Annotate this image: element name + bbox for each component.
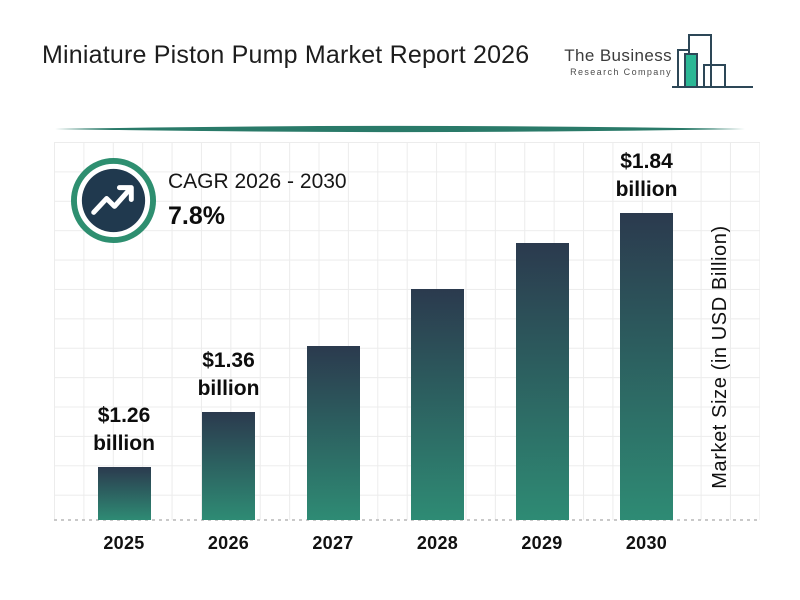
bar-value-label-2026: $1.36 billion xyxy=(197,349,260,400)
bar-2029 xyxy=(515,243,569,520)
x-axis-label-2026: 2026 xyxy=(207,533,250,553)
x-axis-label-2029: 2029 xyxy=(521,533,563,553)
x-axis-label-2027: 2027 xyxy=(312,533,354,553)
logo-bars-icon xyxy=(672,34,753,88)
cagr-badge trend-up-icon xyxy=(70,157,157,244)
logo-name: The Business xyxy=(564,46,672,65)
x-axis: 2025 2026 2027 2028 2029 2030 xyxy=(54,533,760,559)
x-axis-label-2030: 2030 xyxy=(625,533,668,553)
x-axis-label-2025: 2025 xyxy=(103,533,145,553)
logo-subname: Research Company xyxy=(570,67,672,77)
bar-value-label-2025: $1.26 billion xyxy=(93,404,155,455)
y-axis-label: Market Size (in USD Billion) xyxy=(709,225,731,489)
x-axis-label-2028: 2028 xyxy=(416,533,459,553)
cagr-label: CAGR 2026 - 2030 xyxy=(168,170,347,193)
x-axis-baseline xyxy=(54,519,760,521)
report-title: Miniature Piston Pump Market Report 2026 xyxy=(42,41,530,69)
bar-2030 xyxy=(620,213,673,520)
bar-2028 xyxy=(411,289,464,520)
logo-text: The Business Research Company xyxy=(562,46,672,77)
bar-2025 xyxy=(97,467,151,520)
bar-2026 xyxy=(202,412,255,520)
bar-value-label-2030: $1.84 billion xyxy=(615,150,678,201)
plot-area: $1.26 billion $1.36 billion $1.84 billion xyxy=(54,142,760,521)
bar-2027 xyxy=(306,346,360,520)
cagr-value: 7.8% xyxy=(168,202,225,230)
company-logo: The Business Research Company xyxy=(560,30,760,94)
header-divider xyxy=(55,125,745,133)
